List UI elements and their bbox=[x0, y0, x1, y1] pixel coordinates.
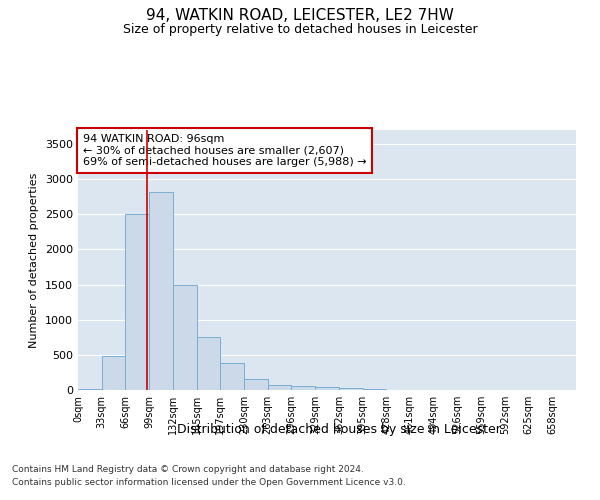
Bar bbox=[292, 386, 315, 390]
Text: Contains HM Land Registry data © Crown copyright and database right 2024.: Contains HM Land Registry data © Crown c… bbox=[12, 466, 364, 474]
Text: Size of property relative to detached houses in Leicester: Size of property relative to detached ho… bbox=[122, 22, 478, 36]
Bar bbox=[149, 192, 173, 390]
Bar bbox=[102, 356, 125, 390]
Y-axis label: Number of detached properties: Number of detached properties bbox=[29, 172, 40, 348]
Bar bbox=[78, 388, 102, 390]
Bar bbox=[197, 338, 220, 390]
Bar bbox=[125, 214, 149, 390]
Text: 94 WATKIN ROAD: 96sqm
← 30% of detached houses are smaller (2,607)
69% of semi-d: 94 WATKIN ROAD: 96sqm ← 30% of detached … bbox=[83, 134, 367, 167]
Bar bbox=[315, 387, 339, 390]
Bar bbox=[339, 388, 362, 390]
Bar bbox=[220, 362, 244, 390]
Text: Distribution of detached houses by size in Leicester: Distribution of detached houses by size … bbox=[177, 422, 501, 436]
Bar bbox=[173, 284, 197, 390]
Text: Contains public sector information licensed under the Open Government Licence v3: Contains public sector information licen… bbox=[12, 478, 406, 487]
Bar bbox=[268, 384, 292, 390]
Text: 94, WATKIN ROAD, LEICESTER, LE2 7HW: 94, WATKIN ROAD, LEICESTER, LE2 7HW bbox=[146, 8, 454, 22]
Bar bbox=[244, 380, 268, 390]
